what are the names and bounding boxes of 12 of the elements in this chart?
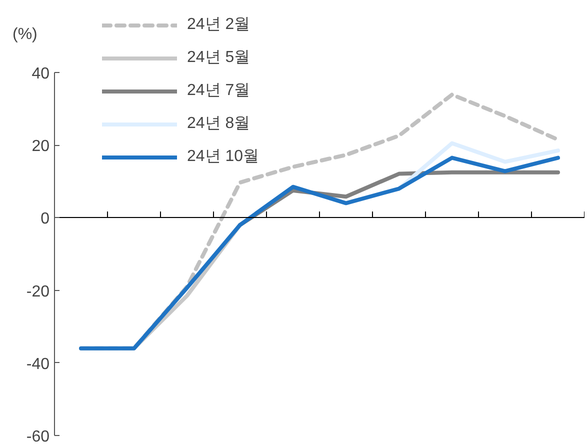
y-tick-label: -40 — [26, 356, 50, 373]
legend-label: 24년 2월 — [187, 15, 250, 35]
y-tick-label: -20 — [26, 283, 50, 300]
y-tick-label: 0 — [40, 210, 50, 228]
legend-label: 24년 10월 — [187, 147, 260, 167]
y-axis-title: (%) — [12, 26, 38, 43]
y-tick-label: -60 — [26, 428, 50, 444]
legend-label: 24년 8월 — [187, 114, 250, 134]
y-tick-label: 40 — [32, 66, 50, 82]
legend-label: 24년 5월 — [187, 48, 250, 68]
y-tick-label: 20 — [32, 138, 50, 156]
legend-label: 24년 7월 — [187, 81, 250, 101]
